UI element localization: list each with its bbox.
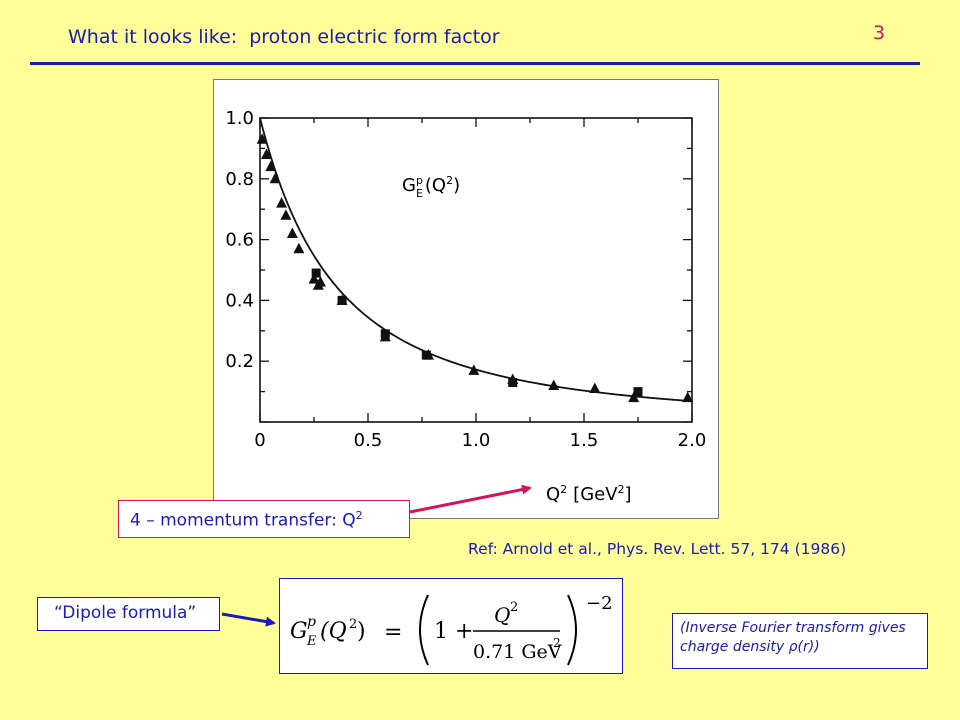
title-text: What it looks like: [68,26,238,48]
x-tick-label: 0 [254,430,265,451]
square-point [633,387,643,397]
annotation-close: ) [453,175,460,196]
reference-text: Ref: Arnold et al., Phys. Rev. Lett. 57,… [468,540,847,558]
triangle-point [269,172,281,184]
triangle-point [280,209,292,220]
dipole-arrow [221,612,276,627]
xlabel-unit-sup: 2 [618,483,625,496]
xlabel-close: ] [625,484,632,505]
left-paren [419,594,429,666]
subtitle-text: proton electric form factor [249,26,500,48]
title-underline [30,62,920,65]
data-points-layer [256,133,694,403]
formula-equals: = [384,620,402,645]
formula-svg: G p E (Q 2 ) = 1 + Q 2 0.71 GeV 2 −2 [290,593,613,666]
y-tick-label: 1.0 [225,108,254,129]
momentum-sup: 2 [355,509,363,522]
y-tick-labels: 0.2 0.4 0.6 0.8 1.0 [225,108,254,372]
x-tick-label: 0.5 [354,430,383,451]
y-tick-label: 0.8 [225,169,254,190]
triangle-point [314,276,326,287]
triangle-point [468,364,480,375]
annotation-sup: p [416,174,423,187]
triangle-point [276,197,288,208]
formula-denominator: 0.71 GeV [473,641,562,663]
annotation-sub: E [416,187,423,200]
square-point [337,295,347,305]
triangle-point [682,391,694,403]
form-factor-plot: 0.2 0.4 0.6 0.8 1.0 0 0.5 1.0 1.5 2.0 Gp… [213,79,719,519]
x-tick-label: 1.0 [462,430,491,451]
formula-lhs-sup: p [307,614,316,630]
triangle-point [293,242,305,254]
momentum-transfer-box: 4 – momentum transfer: Q2 [118,500,410,538]
x-tick-labels: 0 0.5 1.0 1.5 2.0 [254,430,706,451]
x-tick-label: 1.5 [570,430,599,451]
momentum-arrow [409,484,532,514]
formula-box: G p E (Q 2 ) = 1 + Q 2 0.71 GeV 2 −2 [279,578,623,674]
formula-numerator: Q [494,603,510,627]
y-tick-label: 0.4 [225,290,254,311]
y-tick-label: 0.2 [225,351,254,372]
triangle-point [260,148,272,159]
formula-lhs-arg-sup: 2 [349,617,357,632]
triangle-point [308,273,320,284]
annotation-g: G [402,175,416,196]
triangle-point [286,227,298,239]
xlabel-sup: 2 [560,483,567,496]
momentum-label: 4 – momentum transfer: Q [130,510,356,531]
inverse-fourier-box: (Inverse Fourier transform gives charge … [672,613,928,669]
formula-lhs-close: ) [357,619,366,644]
xlabel-unit: [GeV [573,484,618,505]
formula-exponent: −2 [586,593,613,614]
x-axis-label: Q2 [GeV2] [546,483,632,505]
formula-lhs-arg: (Q [320,619,347,644]
triangle-point [628,391,640,403]
formula-numerator-sup: 2 [510,600,518,615]
x-tick-label: 2.0 [678,430,707,451]
formula-lhs-g: G [290,619,308,644]
dipole-formula-box: “Dipole formula” [37,597,220,631]
formula-lhs-sub: E [306,634,317,649]
formula-denominator-sup: 2 [553,636,561,650]
tick-marks [259,117,693,423]
y-tick-label: 0.6 [225,230,254,251]
square-point [508,377,518,387]
xlabel-q: Q [546,484,560,505]
square-point [421,350,431,360]
annotation-arg-sup: 2 [446,174,453,187]
square-point [311,268,321,278]
triangle-point [548,379,560,391]
right-paren [567,594,577,666]
annotation-arg: (Q [425,175,446,196]
chart-svg: 0.2 0.4 0.6 0.8 1.0 0 0.5 1.0 1.5 2.0 Gp… [225,108,706,505]
chart-annotation: Gp E (Q2) [402,174,460,200]
page-number: 3 [873,22,886,44]
triangle-point [265,160,277,172]
triangle-point [589,382,601,394]
slide-title: What it looks like: proton electric form … [68,26,500,48]
square-point [380,329,390,339]
triangle-point [256,133,268,144]
formula-one-plus: 1 + [434,619,473,644]
